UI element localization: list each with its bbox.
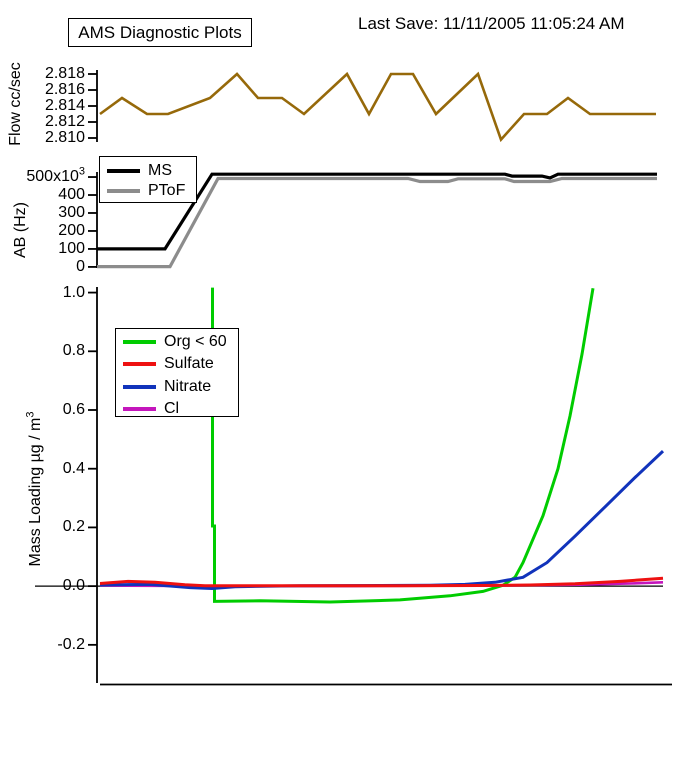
tick-label-flow: 2.818 bbox=[15, 64, 85, 83]
tick-label-mass: 0.2 bbox=[15, 517, 85, 536]
tick-label-mass: -0.2 bbox=[15, 635, 85, 654]
tick-label-ab: 400 bbox=[15, 185, 85, 204]
ylabel-ab-text: AB (Hz) bbox=[12, 202, 29, 258]
ylabel-flow-text: Flow cc/sec bbox=[7, 62, 24, 146]
tick-label-mass-text: 0.6 bbox=[62, 400, 85, 418]
tick-label-mass-text: 0.4 bbox=[62, 459, 85, 477]
tick-label-mass-text: 0.0 bbox=[62, 577, 85, 595]
legend-line-swatch bbox=[107, 169, 140, 173]
legend-item: Nitrate bbox=[116, 376, 238, 398]
legend-label: MS bbox=[148, 162, 172, 179]
tick-label-ab-text: 500x10 bbox=[26, 168, 79, 186]
legend-item: Org < 60 bbox=[116, 331, 238, 353]
tick-label-mass: 0.0 bbox=[15, 576, 85, 595]
window-title-box: AMS Diagnostic Plots bbox=[68, 18, 252, 47]
legend-label: Cl bbox=[164, 400, 180, 418]
tick-label-mass-text: 1.0 bbox=[62, 283, 85, 301]
trace-ptof bbox=[97, 176, 657, 269]
tick-label-flow: 2.812 bbox=[15, 112, 85, 131]
tick-label-mass: 1.0 bbox=[15, 283, 85, 302]
trace-nitrate bbox=[99, 450, 665, 591]
legend-label: Sulfate bbox=[164, 355, 214, 373]
ylabel-ab: AB (Hz) bbox=[12, 202, 30, 258]
tick-label-flow: 2.810 bbox=[15, 128, 85, 147]
tick-label-mass-text: 0.8 bbox=[62, 342, 85, 360]
tick-label-ab: 200 bbox=[15, 221, 85, 240]
tick-label-flow: 2.814 bbox=[15, 96, 85, 115]
tick-label-flow-text: 2.814 bbox=[44, 97, 85, 114]
ylabel-mass-exponent: 3 bbox=[24, 411, 37, 418]
tick-label-mass: 0.8 bbox=[15, 341, 85, 360]
window-title: AMS Diagnostic Plots bbox=[78, 22, 242, 42]
tick-label-flow-text: 2.812 bbox=[44, 113, 85, 130]
legend-item: MS bbox=[100, 161, 196, 181]
tick-label-ab-exponent: 3 bbox=[78, 165, 85, 178]
tick-label-ab-text: 100 bbox=[58, 239, 85, 257]
trace-flow bbox=[99, 71, 656, 143]
legend-label: Nitrate bbox=[164, 377, 212, 395]
tick-label-ab: 100 bbox=[15, 239, 85, 258]
tick-label-mass-text: -0.2 bbox=[57, 635, 85, 653]
legend-line-swatch bbox=[123, 340, 156, 345]
trace-sulfate bbox=[99, 576, 664, 588]
tick-label-mass-text: 0.2 bbox=[62, 518, 85, 536]
ylabel-flow: Flow cc/sec bbox=[7, 62, 25, 146]
legend-label: Org < 60 bbox=[164, 333, 227, 351]
tick-label-ab: 0 bbox=[15, 257, 85, 276]
tick-label-ab-text: 0 bbox=[76, 257, 85, 275]
ylabel-mass-text: Mass Loading µg / m bbox=[27, 417, 44, 567]
tick-label-ab-text: 400 bbox=[58, 186, 85, 203]
legend-item: PToF bbox=[100, 181, 196, 201]
trace-org bbox=[211, 287, 595, 604]
legend-label: PToF bbox=[148, 182, 186, 199]
trace-ms bbox=[97, 172, 657, 251]
tick-label-mass: 0.4 bbox=[15, 459, 85, 478]
legend-item: Cl bbox=[116, 398, 238, 420]
legend-line-swatch bbox=[123, 384, 156, 389]
legend-mass: Org < 60 Sulfate Nitrate Cl bbox=[115, 328, 239, 417]
legend-ab: MS PToF bbox=[99, 156, 197, 203]
tick-label-flow-text: 2.810 bbox=[44, 129, 85, 146]
legend-line-swatch bbox=[123, 407, 156, 412]
legend-item: Sulfate bbox=[116, 353, 238, 375]
tick-label-flow: 2.816 bbox=[15, 80, 85, 99]
tick-label-flow-text: 2.818 bbox=[44, 65, 85, 82]
tick-label-mass: 0.6 bbox=[15, 400, 85, 419]
tick-label-flow-text: 2.816 bbox=[44, 81, 85, 98]
tick-label-ab-text: 300 bbox=[58, 203, 85, 221]
legend-line-swatch bbox=[123, 362, 156, 367]
tick-label-ab: 500x103 bbox=[15, 165, 85, 186]
ylabel-mass: Mass Loading µg / m3 bbox=[24, 411, 45, 567]
last-save-timestamp: Last Save: 11/11/2005 11:05:24 AM bbox=[358, 14, 625, 33]
tick-label-ab: 300 bbox=[15, 203, 85, 222]
legend-line-swatch bbox=[107, 189, 140, 193]
tick-label-ab-text: 200 bbox=[58, 221, 85, 239]
